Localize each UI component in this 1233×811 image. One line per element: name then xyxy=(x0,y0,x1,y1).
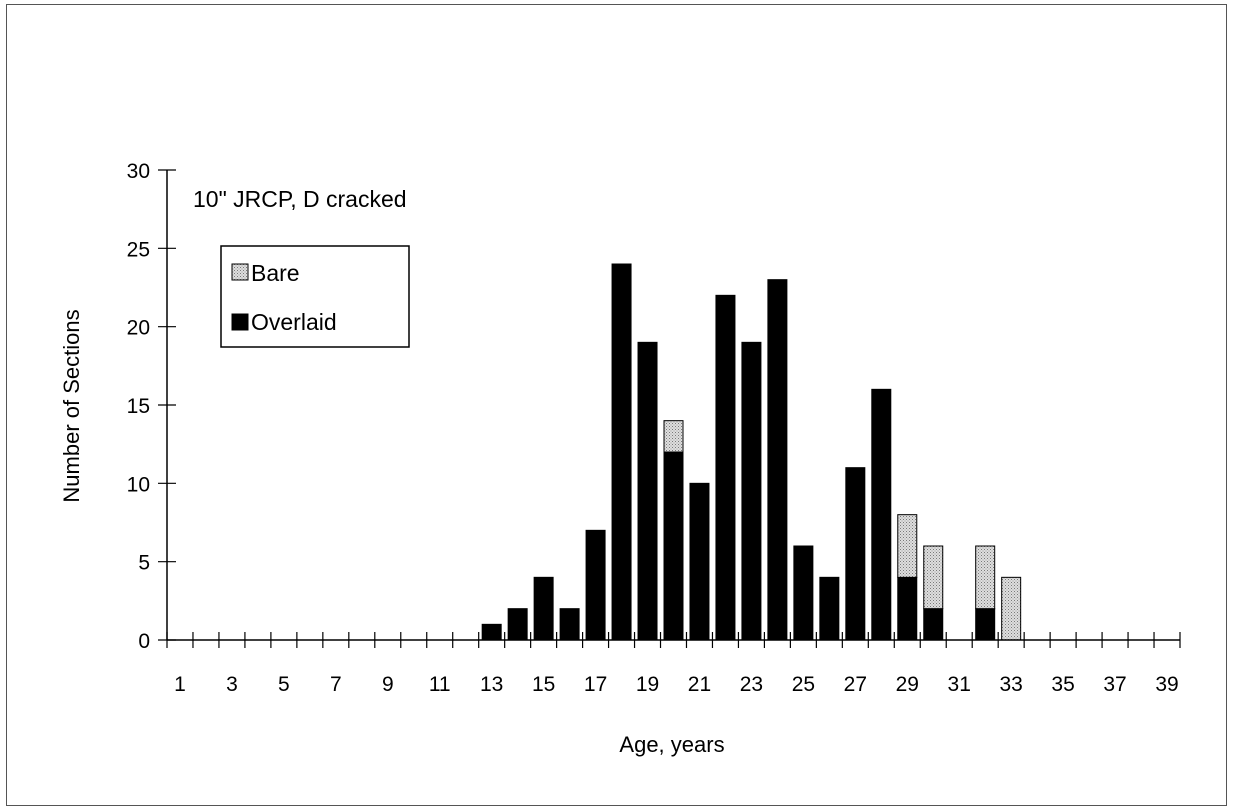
x-tick-label-3: 3 xyxy=(226,673,238,696)
bar-overlaid-age-22 xyxy=(715,294,736,641)
chart-annotation: 10" JRCP, D cracked xyxy=(193,186,407,212)
axes-group xyxy=(158,169,1181,648)
bar-overlaid-age-27 xyxy=(845,467,866,641)
bar-overlaid-age-15 xyxy=(533,576,554,641)
legend-swatch-overlaid xyxy=(231,313,249,331)
y-tick-label-15: 15 xyxy=(127,395,150,418)
x-tick-label-25: 25 xyxy=(792,673,815,696)
bar-overlaid-age-17 xyxy=(585,529,606,641)
x-tick-label-9: 9 xyxy=(382,673,394,696)
y-tick-label-25: 25 xyxy=(127,238,150,261)
x-tick-label-39: 39 xyxy=(1155,673,1178,696)
y-tick-labels: 0 5 10 15 20 25 30 xyxy=(127,160,150,653)
x-tick-label-7: 7 xyxy=(330,673,342,696)
bar-overlaid-age-13 xyxy=(481,623,502,641)
y-tick-label-0: 0 xyxy=(138,630,150,653)
bar-bare-age-30 xyxy=(923,545,944,610)
x-tick-label-33: 33 xyxy=(999,673,1022,696)
y-tick-label-20: 20 xyxy=(127,317,150,340)
bar-bare-age-20 xyxy=(663,420,684,453)
x-tick-label-37: 37 xyxy=(1103,673,1126,696)
bar-overlaid-age-24 xyxy=(767,279,788,641)
legend-swatch-bare xyxy=(231,263,249,281)
bar-bare-age-32 xyxy=(975,545,996,610)
y-axis-title: Number of Sections xyxy=(59,309,84,502)
x-tick-label-27: 27 xyxy=(844,673,867,696)
x-tick-label-19: 19 xyxy=(636,673,659,696)
x-tick-label-35: 35 xyxy=(1051,673,1074,696)
x-tick-label-21: 21 xyxy=(688,673,711,696)
bar-overlaid-age-26 xyxy=(819,576,840,641)
bar-bare-age-33 xyxy=(1001,576,1022,641)
bar-overlaid-age-19 xyxy=(637,341,658,641)
x-tick-label-17: 17 xyxy=(584,673,607,696)
legend-label-bare: Bare xyxy=(251,260,300,286)
x-tick-label-29: 29 xyxy=(896,673,919,696)
x-axis-title: Age, years xyxy=(619,732,724,757)
x-tick-label-31: 31 xyxy=(948,673,971,696)
bar-overlaid-age-14 xyxy=(507,608,528,641)
legend-label-overlaid: Overlaid xyxy=(251,309,337,335)
legend-box xyxy=(220,245,410,348)
bar-overlaid-age-28 xyxy=(871,388,892,641)
bar-overlaid-age-20 xyxy=(663,451,684,641)
bar-overlaid-age-32 xyxy=(975,608,996,641)
bar-overlaid-age-16 xyxy=(559,608,580,641)
x-tick-label-1: 1 xyxy=(174,673,186,696)
bar-overlaid-age-29 xyxy=(897,576,918,641)
bar-overlaid-age-30 xyxy=(923,608,944,641)
x-tick-labels: 1 3 5 7 9 11 13 15 17 19 21 23 25 27 29 31 33 35 37 39 xyxy=(174,673,1179,696)
y-tick-label-10: 10 xyxy=(127,473,150,496)
bars-group xyxy=(481,263,1022,641)
bar-bare-age-29 xyxy=(897,514,918,578)
x-tick-label-13: 13 xyxy=(480,673,503,696)
bar-overlaid-age-23 xyxy=(741,341,762,641)
bar-overlaid-age-25 xyxy=(793,545,814,641)
x-tick-label-15: 15 xyxy=(532,673,555,696)
chart-frame xyxy=(6,4,1227,806)
bar-overlaid-age-21 xyxy=(689,482,710,641)
y-tick-label-5: 5 xyxy=(138,552,150,575)
bar-overlaid-age-18 xyxy=(611,263,632,641)
x-tick-label-23: 23 xyxy=(740,673,763,696)
y-tick-label-30: 30 xyxy=(127,160,150,183)
legend: Bare Overlaid xyxy=(220,245,410,348)
x-tick-label-5: 5 xyxy=(278,673,290,696)
x-tick-label-11: 11 xyxy=(429,673,451,696)
